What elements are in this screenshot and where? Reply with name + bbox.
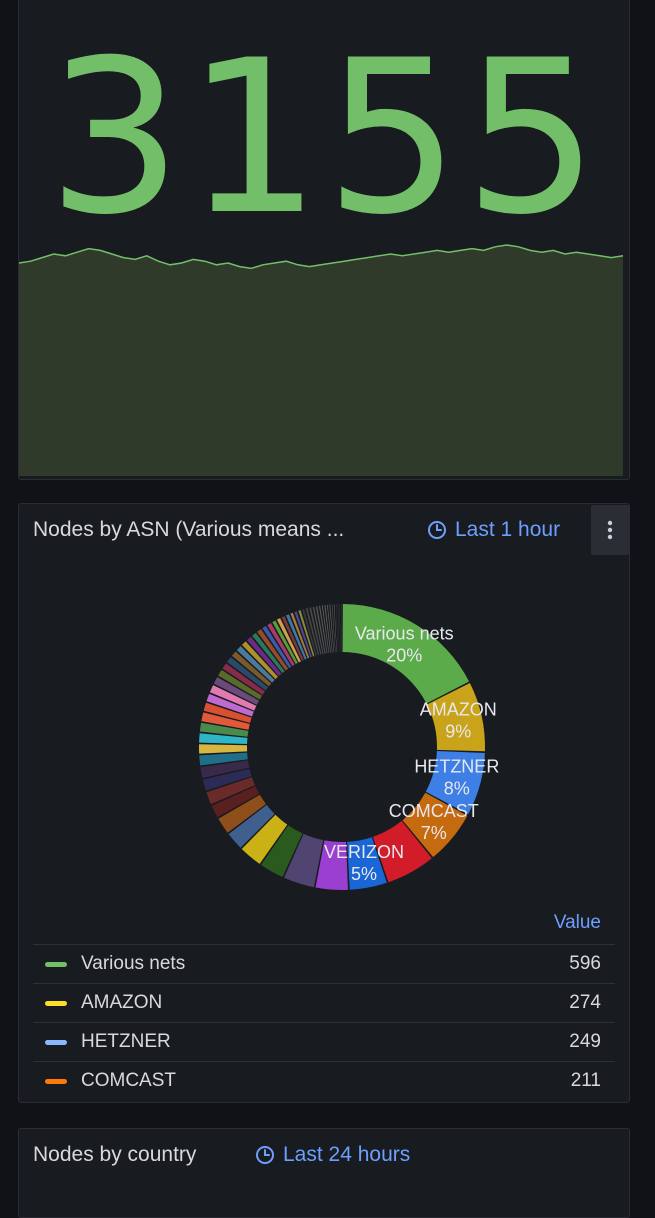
legend-table: Various nets 596 AMAZON 274 HETZNER 249 …: [33, 944, 615, 1100]
legend-value: 596: [569, 953, 601, 975]
panel-title[interactable]: Nodes by country: [33, 1143, 196, 1167]
legend-row[interactable]: AMAZON 274: [33, 983, 615, 1022]
legend-name: COMCAST: [81, 1070, 571, 1092]
panel-menu-button[interactable]: [591, 505, 629, 555]
nodes-by-country-panel[interactable]: Nodes by country Last 24 hours: [18, 1128, 630, 1218]
panel-header: Nodes by country Last 24 hours: [19, 1129, 629, 1183]
legend-swatch: [45, 962, 67, 967]
legend-name: Various nets: [81, 953, 569, 975]
sparkline-area: [19, 245, 623, 476]
legend-value: 274: [569, 992, 601, 1014]
pie-slice[interactable]: [340, 604, 341, 652]
legend-swatch: [45, 1001, 67, 1006]
panel-header: Nodes by ASN (Various means ... Last 1 h…: [19, 504, 629, 558]
legend-row[interactable]: COMCAST 211: [33, 1061, 615, 1100]
kebab-menu-icon: [607, 520, 613, 540]
legend-name: AMAZON: [81, 992, 569, 1014]
time-range-label: Last 1 hour: [455, 518, 560, 542]
clock-icon: [255, 1145, 275, 1165]
legend-row[interactable]: HETZNER 249: [33, 1022, 615, 1061]
pie-slice[interactable]: [332, 604, 336, 652]
legend-value: 211: [571, 1070, 601, 1092]
legend-value: 249: [569, 1031, 601, 1053]
stat-value: 3155: [19, 32, 631, 244]
time-range-indicator[interactable]: Last 1 hour: [427, 518, 560, 542]
legend-value-header[interactable]: Value: [554, 912, 601, 934]
legend-swatch: [45, 1079, 67, 1084]
time-range-label: Last 24 hours: [283, 1143, 410, 1167]
legend-swatch: [45, 1040, 67, 1045]
legend-name: HETZNER: [81, 1031, 569, 1053]
pie-slice[interactable]: [199, 744, 247, 753]
time-range-indicator[interactable]: Last 24 hours: [255, 1143, 410, 1167]
clock-icon: [427, 520, 447, 540]
pie-slice[interactable]: [338, 604, 339, 652]
total-nodes-stat-panel[interactable]: 3155: [18, 0, 630, 480]
nodes-by-asn-panel[interactable]: Nodes by ASN (Various means ... Last 1 h…: [18, 503, 630, 1103]
panel-title[interactable]: Nodes by ASN (Various means ...: [33, 518, 344, 542]
legend-row[interactable]: Various nets 596: [33, 944, 615, 983]
